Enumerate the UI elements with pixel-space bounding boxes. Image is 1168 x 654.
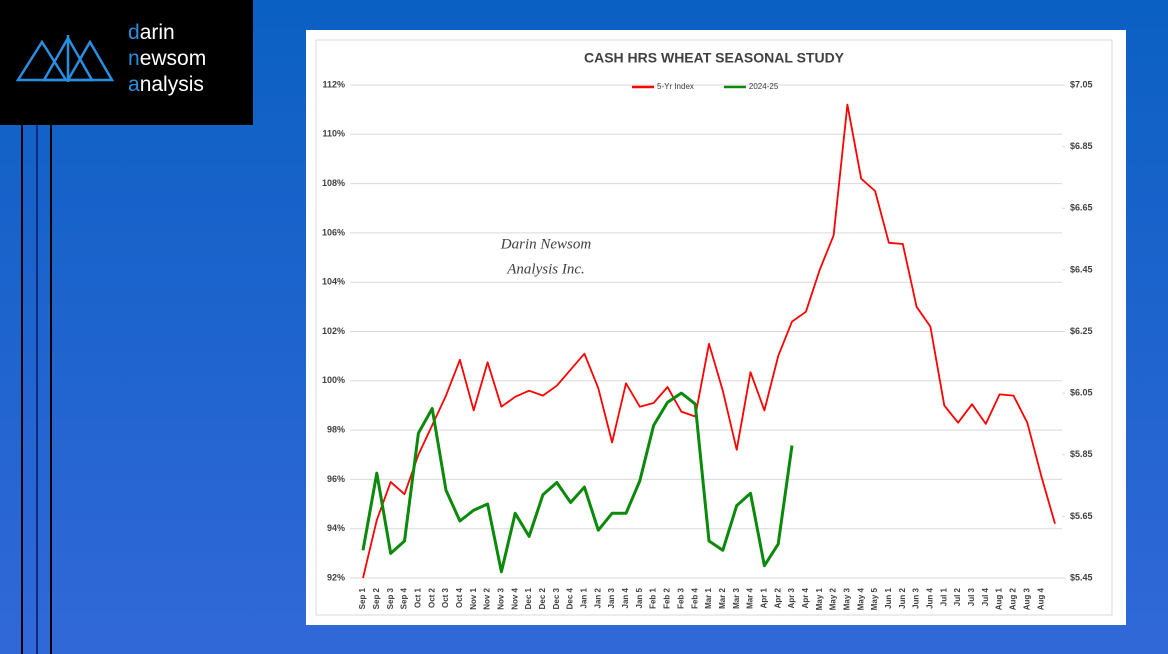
legend-label: 5-Yr Index: [657, 82, 694, 91]
x-tick-label: Jul 1: [939, 587, 948, 606]
series-line: [361, 391, 794, 574]
x-tick-label: Sep 2: [372, 587, 381, 609]
y-tick-label: 94%: [327, 523, 345, 533]
x-tick-label: Apr 3: [787, 587, 796, 608]
x-tick-label: May 3: [843, 587, 852, 610]
x-tick-label: May 4: [856, 587, 865, 610]
y-tick-label: 98%: [327, 424, 345, 434]
x-tick-label: Jun 3: [912, 587, 921, 608]
y-tick-label: 112%: [322, 79, 345, 89]
x-tick-label: Jul 2: [953, 587, 962, 606]
y2-tick-label: $7.05: [1070, 79, 1093, 89]
logo-rest: ewsom: [140, 47, 207, 70]
x-tick-label: Aug 2: [1009, 587, 1018, 610]
x-tick-label: May 5: [870, 587, 879, 610]
watermark: Analysis Inc.: [506, 261, 584, 277]
x-tick-label: Aug 1: [995, 587, 1004, 610]
x-tick-label: May 2: [829, 587, 838, 610]
y2-tick-label: $5.65: [1070, 511, 1093, 521]
x-tick-label: Jan 1: [580, 587, 589, 608]
x-tick-label: Apr 1: [759, 587, 768, 608]
y-tick-label: 110%: [322, 129, 345, 139]
x-tick-label: Mar 1: [704, 587, 713, 608]
y-tick-label: 96%: [327, 474, 345, 484]
x-tick-label: Feb 4: [690, 587, 699, 608]
watermark: Darin Newsom: [500, 236, 592, 252]
x-tick-label: Nov 2: [483, 587, 492, 609]
y-tick-label: 102%: [322, 326, 345, 336]
x-tick-label: Feb 3: [676, 587, 685, 608]
y2-tick-label: $6.45: [1070, 264, 1093, 274]
x-tick-label: Aug 3: [1022, 587, 1031, 610]
x-tick-label: Apr 2: [773, 587, 782, 608]
x-tick-label: Nov 1: [469, 587, 478, 609]
y2-tick-label: $5.45: [1070, 572, 1093, 582]
chart-panel: [306, 30, 1126, 625]
y2-tick-label: $6.05: [1070, 388, 1093, 398]
x-tick-label: Mar 4: [746, 587, 755, 608]
x-tick-label: Jan 3: [607, 587, 616, 608]
logo-initial: n: [128, 47, 140, 70]
y2-tick-label: $6.65: [1070, 203, 1093, 213]
logo-initial: a: [128, 73, 140, 96]
x-tick-label: Jun 2: [898, 587, 907, 608]
x-tick-label: Mar 2: [718, 587, 727, 608]
x-tick-label: Sep 1: [358, 587, 367, 609]
x-tick-label: May 1: [815, 587, 824, 610]
x-tick-label: Oct 4: [455, 587, 464, 608]
x-tick-label: Oct 3: [441, 587, 450, 608]
x-tick-label: Dec 1: [524, 587, 533, 609]
x-tick-label: Mar 3: [732, 587, 741, 608]
x-tick-label: Jul 4: [981, 587, 990, 606]
chart-title: CASH HRS WHEAT SEASONAL STUDY: [584, 50, 845, 66]
logo-initial: d: [128, 21, 140, 44]
x-tick-label: Jul 3: [967, 587, 976, 606]
x-tick-label: Feb 2: [663, 587, 672, 608]
plot-border: [315, 39, 1113, 616]
y-tick-label: 100%: [322, 375, 345, 385]
chart: 92% 94% 96% 98% 100% 102% 104% 106% 108% 110% 112%…: [322, 79, 1093, 610]
x-tick-label: Jan 5: [635, 587, 644, 608]
logo-icon: [15, 35, 115, 82]
x-tick-label: Jun 4: [926, 587, 935, 608]
y-tick-label: 106%: [322, 227, 345, 237]
y2-tick-label: $6.25: [1070, 326, 1093, 336]
x-tick-label: Dec 3: [552, 587, 561, 609]
logo-box: [0, 0, 253, 125]
x-tick-label: Nov 3: [497, 587, 506, 609]
y-tick-label: 104%: [322, 277, 345, 287]
x-tick-label: Aug 4: [1036, 587, 1045, 610]
y2-tick-label: $6.85: [1070, 141, 1093, 151]
y-tick-label: 92%: [327, 572, 345, 582]
x-tick-label: Nov 4: [510, 587, 519, 609]
x-tick-label: Apr 4: [801, 587, 810, 608]
x-tick-label: Oct 2: [427, 587, 436, 608]
x-tick-label: Sep 3: [386, 587, 395, 609]
x-tick-label: Feb 1: [649, 587, 658, 608]
logo-line: analysis: [128, 73, 204, 96]
x-tick-label: Dec 2: [538, 587, 547, 609]
y2-tick-label: $5.85: [1070, 449, 1093, 459]
logo-line: darin: [128, 21, 175, 44]
legend-label: 2024-25: [749, 82, 779, 91]
logo-rest: nalysis: [140, 73, 204, 96]
x-tick-label: Sep 4: [400, 587, 409, 609]
x-tick-label: Jan 2: [593, 587, 602, 608]
logo-rest: arin: [140, 21, 175, 44]
y-tick-label: 108%: [322, 178, 345, 188]
x-tick-label: Oct 1: [413, 587, 422, 608]
x-tick-label: Jan 4: [621, 587, 630, 608]
series-line: [362, 103, 1056, 579]
x-tick-label: Jun 1: [884, 587, 893, 608]
logo-line: newsom: [128, 47, 206, 70]
x-tick-label: Dec 4: [566, 587, 575, 609]
